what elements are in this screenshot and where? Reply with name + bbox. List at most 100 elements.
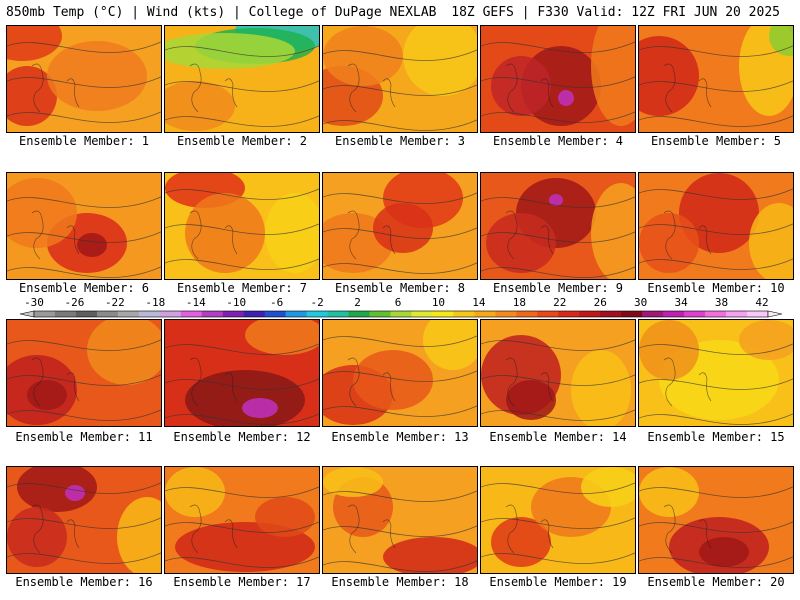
- member-caption: Ensemble Member: 14: [489, 430, 627, 444]
- temperature-shading: [639, 36, 699, 116]
- height-contour: [323, 227, 477, 239]
- temperature-shading: [255, 497, 315, 537]
- colorbar-swatch: [75, 311, 98, 317]
- member-caption: Ensemble Member: 7: [176, 281, 308, 295]
- temperature-shading: [639, 213, 699, 273]
- height-contour: [165, 343, 319, 355]
- terrain-outline: [189, 357, 238, 407]
- terrain-outline: [663, 210, 712, 260]
- temperature-shading: [165, 467, 225, 517]
- colorbar-swatch: [411, 311, 433, 317]
- colorbar-tick-label: 2: [354, 296, 361, 309]
- height-contour: [323, 49, 477, 61]
- height-contour: [7, 231, 161, 243]
- temperature-shading: [403, 26, 477, 96]
- height-contour: [165, 188, 319, 200]
- colorbar-swatch: [348, 311, 371, 317]
- height-contour: [165, 115, 319, 127]
- colorbar-labels: -30 -26 -22 -18 -14 -10 -6 -2 2 6 10 14 18 22 26 30 34 38…: [0, 296, 800, 310]
- temperature-shading: [549, 194, 563, 206]
- colorbar-swatch: [369, 311, 392, 317]
- colorbar-swatch: [159, 311, 182, 317]
- colorbar-swatch: [390, 311, 412, 317]
- ensemble-member-map: [638, 172, 794, 280]
- ensemble-member-map: [164, 172, 320, 280]
- member-caption: Ensemble Member: 3: [334, 134, 466, 148]
- temperature-shading: [491, 56, 551, 116]
- colorbar-swatch: [180, 311, 203, 317]
- ensemble-member-map: [322, 25, 478, 133]
- colorbar-swatch: [474, 311, 496, 317]
- temperature-shading: [749, 203, 793, 279]
- height-contour: [7, 266, 161, 278]
- ensemble-member-map: [164, 25, 320, 133]
- temperature-shading: [639, 467, 699, 517]
- height-contour: [165, 378, 319, 390]
- height-contour: [481, 76, 635, 88]
- height-contour: [639, 45, 793, 57]
- terrain-outline: [347, 357, 396, 407]
- ensemble-member-map: [322, 319, 478, 427]
- height-contour: [323, 560, 477, 572]
- height-contour: [481, 482, 635, 494]
- product-title: 850mb Temp (°C) | Wind (kts) | College o…: [6, 5, 437, 20]
- ensemble-member-map: [6, 172, 162, 280]
- height-contour: [639, 556, 793, 568]
- temperature-shading: [679, 173, 759, 253]
- colorbar-swatch: [222, 311, 245, 317]
- height-contour: [639, 80, 793, 92]
- colorbar-tick-label: -2: [310, 296, 324, 309]
- colorbar-swatch: [243, 311, 266, 317]
- colorbar-swatch: [747, 311, 769, 317]
- height-contour: [165, 556, 319, 568]
- colorbar-swatch: [726, 311, 748, 317]
- colorbar-swatch: [516, 311, 538, 317]
- temperature-shading: [47, 41, 147, 111]
- colorbar-min-arrow: [19, 310, 35, 318]
- colorbar-swatch: [264, 311, 287, 317]
- member-caption: Ensemble Member: 2: [176, 134, 308, 148]
- terrain-outline: [663, 357, 712, 407]
- colorbar-tick-label: 22: [553, 296, 567, 309]
- colorbar-swatch: [117, 311, 140, 317]
- height-contour: [481, 339, 635, 351]
- temperature-shading: [265, 193, 319, 273]
- member-caption: Ensemble Member: 16: [15, 575, 153, 589]
- height-contour: [165, 45, 319, 57]
- height-contour: [165, 80, 319, 92]
- member-caption: Ensemble Member: 8: [334, 281, 466, 295]
- height-contour: [481, 111, 635, 123]
- ensemble-member-map: [480, 319, 636, 427]
- height-contour: [481, 41, 635, 53]
- height-contour: [481, 517, 635, 529]
- ensemble-member-map: [480, 172, 636, 280]
- height-contour: [323, 192, 477, 204]
- terrain-outline: [505, 210, 554, 260]
- colorbar-swatch: [558, 311, 580, 317]
- run-valid-time: 18Z GEFS | F330 Valid: 12Z FRI JUN 20 20…: [451, 5, 780, 20]
- ensemble-member-map: [164, 319, 320, 427]
- member-caption: Ensemble Member: 19: [489, 575, 627, 589]
- height-contour: [639, 115, 793, 127]
- colorbar-tick-label: 26: [593, 296, 607, 309]
- ensemble-member-map: [6, 25, 162, 133]
- colorbar-max-arrow: [767, 310, 783, 318]
- ensemble-member-map: [638, 25, 794, 133]
- temperature-shading: [117, 497, 161, 573]
- colorbar-swatch: [579, 311, 601, 317]
- colorbar-tick-label: -30: [24, 296, 44, 309]
- terrain-outline: [347, 63, 396, 113]
- temperature-shading: [245, 320, 319, 355]
- temperature-shading: [165, 33, 295, 69]
- colorbar-tick-label: -6: [270, 296, 284, 309]
- terrain-outline: [663, 504, 712, 554]
- temperature-shading: [491, 517, 551, 567]
- colorbar-swatch: [495, 311, 517, 317]
- colorbar-swatch: [600, 311, 622, 317]
- terrain-outline: [31, 504, 80, 554]
- temperature-shading: [7, 507, 67, 567]
- height-contour: [7, 196, 161, 208]
- height-contour: [323, 405, 477, 417]
- terrain-outline: [505, 357, 554, 407]
- height-contour: [481, 409, 635, 421]
